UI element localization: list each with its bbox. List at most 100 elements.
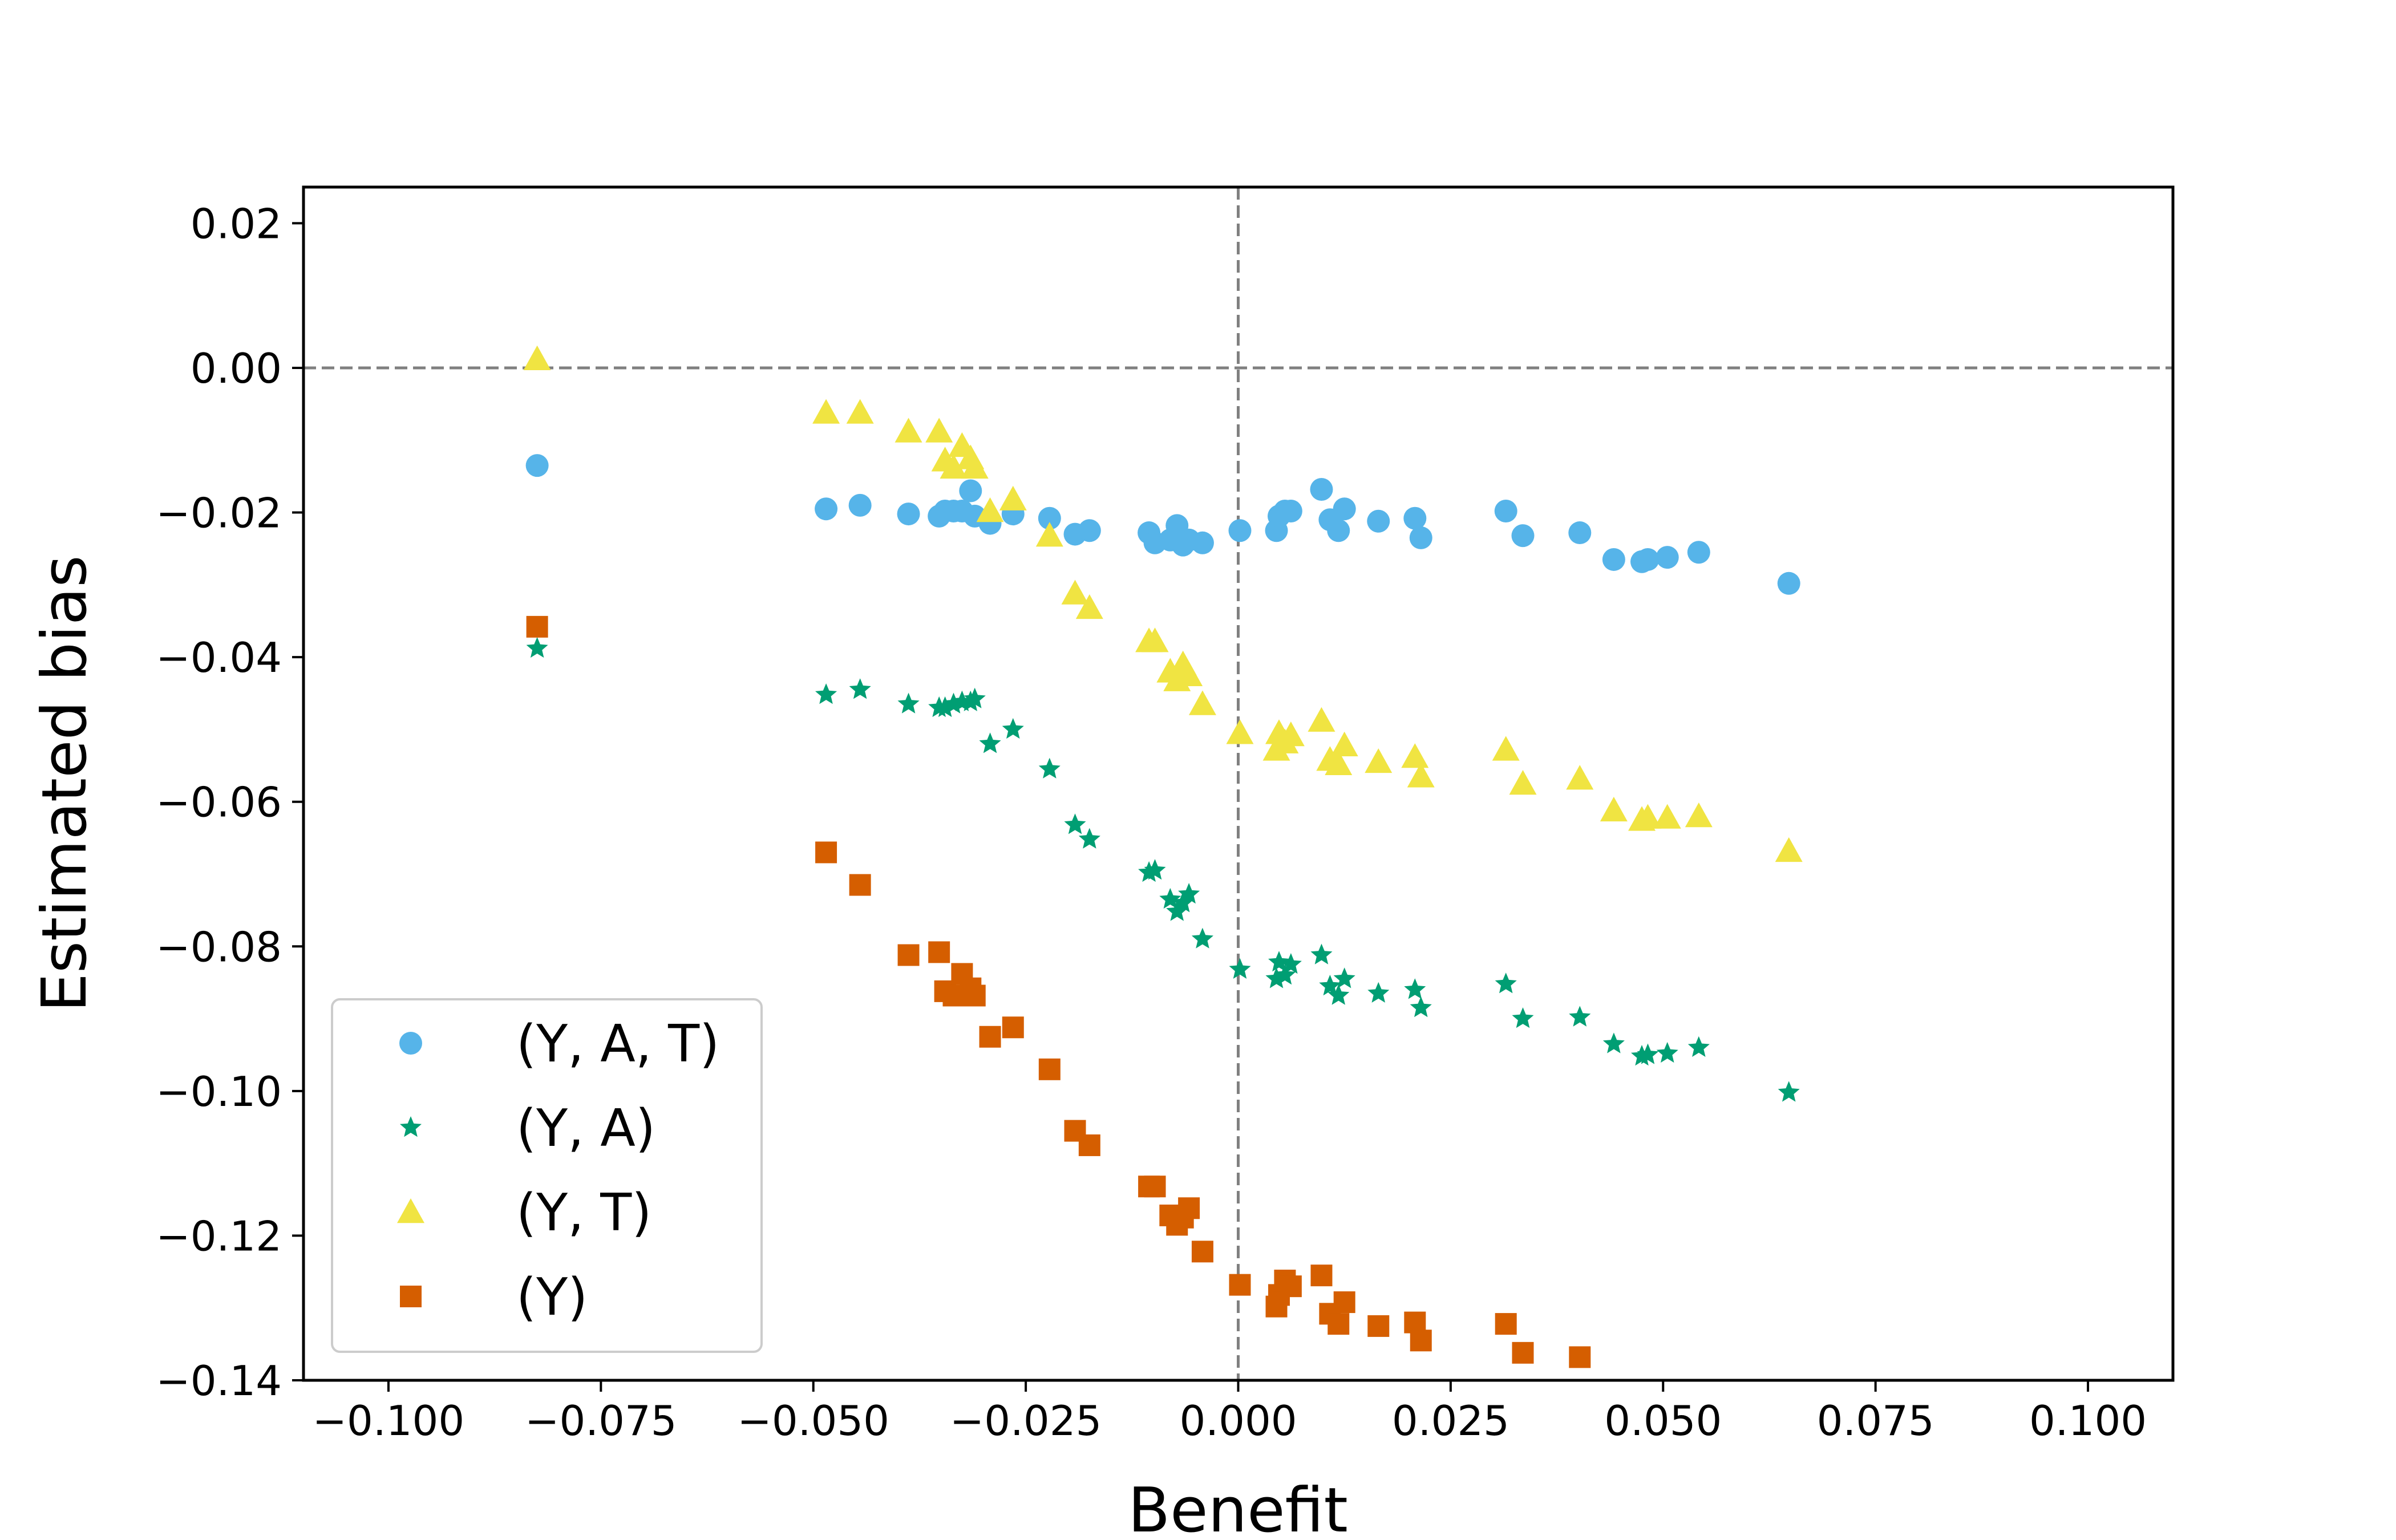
data-point xyxy=(964,984,986,1007)
y-tick-label: −0.12 xyxy=(156,1212,282,1260)
data-point xyxy=(1656,1041,1678,1063)
data-point xyxy=(1367,982,1390,1003)
data-point xyxy=(1175,661,1203,687)
data-point xyxy=(1274,964,1296,985)
data-point xyxy=(979,732,1001,753)
data-point xyxy=(895,418,922,443)
data-point xyxy=(1144,859,1166,880)
data-point xyxy=(1404,978,1426,999)
data-point xyxy=(1569,1346,1591,1368)
data-point xyxy=(1656,546,1679,569)
x-tick-label: −0.100 xyxy=(313,1397,464,1445)
series-1-points xyxy=(525,454,1800,595)
data-point xyxy=(1602,1032,1625,1053)
data-point xyxy=(925,418,953,443)
legend-label: (Y) xyxy=(516,1267,588,1327)
data-point xyxy=(1401,743,1429,768)
data-point xyxy=(1634,804,1662,829)
legend-items: (Y, A, T) (Y, A) (Y, T) (Y) xyxy=(397,1014,719,1327)
data-point xyxy=(999,485,1027,510)
data-point xyxy=(934,696,956,718)
data-point xyxy=(1078,1134,1100,1156)
data-point xyxy=(1685,803,1713,828)
data-point xyxy=(1280,953,1302,974)
data-point xyxy=(940,453,968,479)
data-point xyxy=(1687,541,1710,564)
x-tick-label: 0.025 xyxy=(1392,1397,1509,1445)
data-point xyxy=(1310,1265,1333,1287)
y-tick-label: 0.02 xyxy=(191,200,282,248)
legend-box xyxy=(331,998,763,1353)
y-tick-label: −0.04 xyxy=(156,634,282,682)
data-point xyxy=(1144,1176,1166,1198)
data-point xyxy=(1226,719,1254,744)
data-point xyxy=(1038,506,1061,530)
data-point xyxy=(1333,967,1355,988)
data-point xyxy=(1495,1313,1517,1335)
data-point xyxy=(1159,887,1181,909)
data-point xyxy=(1365,748,1393,773)
data-point xyxy=(1333,497,1356,521)
x-tick-label: −0.075 xyxy=(525,1397,677,1445)
data-point xyxy=(526,637,548,658)
legend-marker xyxy=(400,1286,422,1307)
legend-label: (Y, A, T) xyxy=(516,1014,719,1074)
data-point xyxy=(1492,736,1520,761)
data-point xyxy=(897,502,920,526)
data-point xyxy=(1409,526,1432,549)
data-point xyxy=(961,453,989,479)
data-point xyxy=(1327,519,1350,542)
data-point xyxy=(1495,972,1517,994)
data-point xyxy=(1078,828,1100,849)
data-point xyxy=(1319,975,1341,996)
data-points xyxy=(523,345,1803,1368)
data-point xyxy=(979,1026,1001,1048)
data-point xyxy=(1038,757,1061,779)
data-point xyxy=(1327,984,1350,1005)
data-point xyxy=(1191,1241,1213,1263)
series-2-points xyxy=(526,637,1800,1102)
data-point xyxy=(1265,967,1288,988)
data-point xyxy=(1308,707,1335,732)
data-point xyxy=(1653,804,1681,829)
data-point xyxy=(1569,1006,1591,1027)
data-point xyxy=(1061,579,1089,605)
data-point xyxy=(1367,1315,1390,1337)
data-point xyxy=(1075,594,1103,619)
data-point xyxy=(846,399,874,424)
data-point xyxy=(1568,521,1592,545)
data-point xyxy=(897,692,920,714)
data-point xyxy=(1367,509,1390,533)
data-point xyxy=(1637,1043,1659,1064)
legend-label: (Y, T) xyxy=(516,1183,651,1243)
data-point xyxy=(1410,1330,1432,1352)
data-point xyxy=(849,678,871,699)
y-tick-label: −0.06 xyxy=(156,779,282,826)
data-point xyxy=(976,497,1004,522)
data-point xyxy=(1403,506,1427,530)
x-tick-label: −0.050 xyxy=(738,1397,889,1445)
series-3-points xyxy=(523,345,1803,862)
data-point xyxy=(815,841,837,864)
data-point xyxy=(959,479,982,502)
x-axis-label: Benefit xyxy=(1128,1475,1348,1540)
data-point xyxy=(812,399,840,424)
legend-marker xyxy=(399,1032,422,1055)
legend-marker xyxy=(400,1116,422,1137)
data-point xyxy=(1078,519,1101,542)
series-4-points xyxy=(526,615,1591,1368)
legend-marker xyxy=(397,1198,424,1223)
data-point xyxy=(1310,477,1333,501)
data-point xyxy=(1775,837,1803,862)
legend-label: (Y, A) xyxy=(516,1099,655,1158)
data-point xyxy=(928,941,950,963)
data-point xyxy=(525,454,549,477)
y-tick-label: −0.02 xyxy=(156,489,282,537)
data-point xyxy=(526,615,548,638)
y-axis-ticks: 0.02 0.00 −0.02 −0.04 −0.06 −0.08 −0.10 −0.12 −0… xyxy=(156,200,303,1405)
data-point xyxy=(1325,750,1353,775)
x-tick-label: 0.050 xyxy=(1604,1397,1722,1445)
reference-lines xyxy=(303,187,2173,1380)
data-point xyxy=(1035,522,1063,547)
